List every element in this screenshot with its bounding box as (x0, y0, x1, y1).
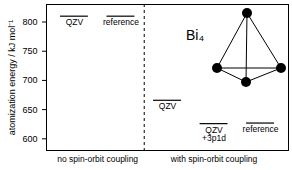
svg-text:reference: reference (243, 124, 279, 134)
svg-text:QZV+3p1d: QZV+3p1d (202, 125, 226, 144)
svg-text:with spin-orbit coupling: with spin-orbit coupling (170, 154, 258, 164)
svg-text:600: 600 (22, 134, 37, 144)
svg-text:reference: reference (103, 17, 139, 27)
svg-text:QZV: QZV (159, 101, 177, 111)
svg-text:Bi₄: Bi₄ (186, 27, 204, 43)
svg-text:no spin-orbit coupling: no spin-orbit coupling (57, 154, 138, 164)
svg-text:750: 750 (22, 46, 37, 56)
svg-text:650: 650 (22, 105, 37, 115)
svg-text:QZV: QZV (66, 17, 84, 27)
svg-text:800: 800 (22, 17, 37, 27)
svg-text:atomization energy / kJ mol⁻¹: atomization energy / kJ mol⁻¹ (7, 20, 17, 136)
svg-text:700: 700 (22, 75, 37, 85)
